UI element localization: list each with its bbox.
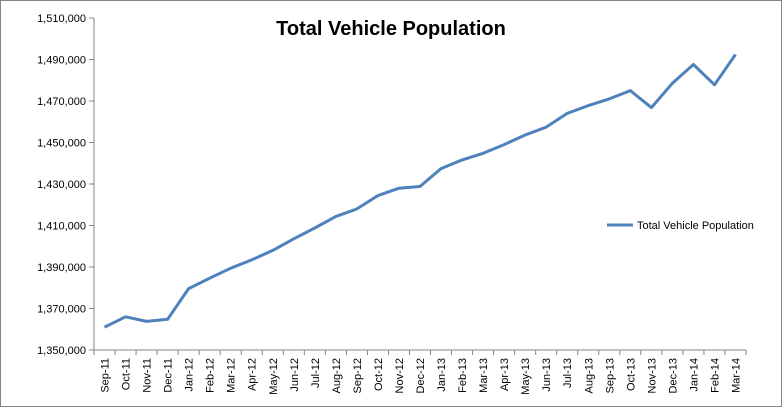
y-tick-label: 1,430,000 <box>37 179 86 191</box>
x-tick-label: Jul-13 <box>562 358 574 388</box>
x-tick-label: Aug-12 <box>331 358 343 393</box>
y-axis-ticks: 1,350,000 1,370,000 1,390,000 1,410,000 1,43… <box>37 13 94 357</box>
x-tick-label: Nov-12 <box>394 358 406 393</box>
x-tick-label: Feb-13 <box>457 358 469 393</box>
x-tick-label: Jun-13 <box>541 358 553 392</box>
x-tick-label: Oct-12 <box>373 358 385 391</box>
series-line <box>103 53 737 329</box>
legend-label: Total Vehicle Population <box>637 220 754 232</box>
x-tick-label: Apr-12 <box>247 358 259 391</box>
y-tick-label: 1,510,000 <box>37 13 86 25</box>
legend: Total Vehicle Population <box>607 220 754 232</box>
axes <box>93 18 746 351</box>
x-tick-label: Feb-14 <box>709 358 721 393</box>
x-tick-label: Jul-12 <box>310 358 322 388</box>
x-tick-label: Jan-14 <box>688 358 700 392</box>
x-tick-label: Sep-11 <box>100 358 112 393</box>
y-tick-label: 1,390,000 <box>37 262 86 274</box>
x-tick-label: Mar-12 <box>226 358 238 393</box>
series-layer <box>103 53 737 329</box>
x-tick-label: Nov-13 <box>646 358 658 393</box>
y-tick-label: 1,370,000 <box>37 304 86 316</box>
x-tick-label: Oct-11 <box>121 358 133 390</box>
x-tick-label: Jan-13 <box>436 358 448 392</box>
x-tick-label: Feb-12 <box>205 358 217 393</box>
x-tick-label: Oct-13 <box>625 358 637 391</box>
x-tick-label: Nov-11 <box>142 358 154 393</box>
x-tick-label: Sep-12 <box>352 358 364 393</box>
x-tick-label: Mar-13 <box>478 358 490 393</box>
x-tick-label: Dec-12 <box>415 358 427 393</box>
x-tick-label: Dec-13 <box>667 358 679 393</box>
y-tick-label: 1,410,000 <box>37 221 86 233</box>
chart-title: Total Vehicle Population <box>276 18 506 40</box>
x-axis-ticks: Sep-11 Oct-11 Nov-11 Dec-11 Jan-12 Feb-12 Mar-… <box>93 350 747 395</box>
x-tick-label: Dec-11 <box>163 358 175 393</box>
x-tick-label: May-13 <box>520 358 532 395</box>
y-tick-label: 1,450,000 <box>37 138 86 150</box>
x-tick-label: Sep-13 <box>604 358 616 393</box>
x-tick-label: Jan-12 <box>184 358 196 392</box>
x-tick-label: Apr-13 <box>499 358 511 391</box>
x-tick-label: Aug-13 <box>583 358 595 393</box>
y-tick-label: 1,490,000 <box>37 55 86 67</box>
x-tick-label: Jun-12 <box>289 358 301 392</box>
y-tick-label: 1,350,000 <box>37 345 86 357</box>
y-tick-label: 1,470,000 <box>37 96 86 108</box>
x-tick-label: Mar-14 <box>730 358 742 393</box>
x-tick-label: May-12 <box>268 358 280 395</box>
